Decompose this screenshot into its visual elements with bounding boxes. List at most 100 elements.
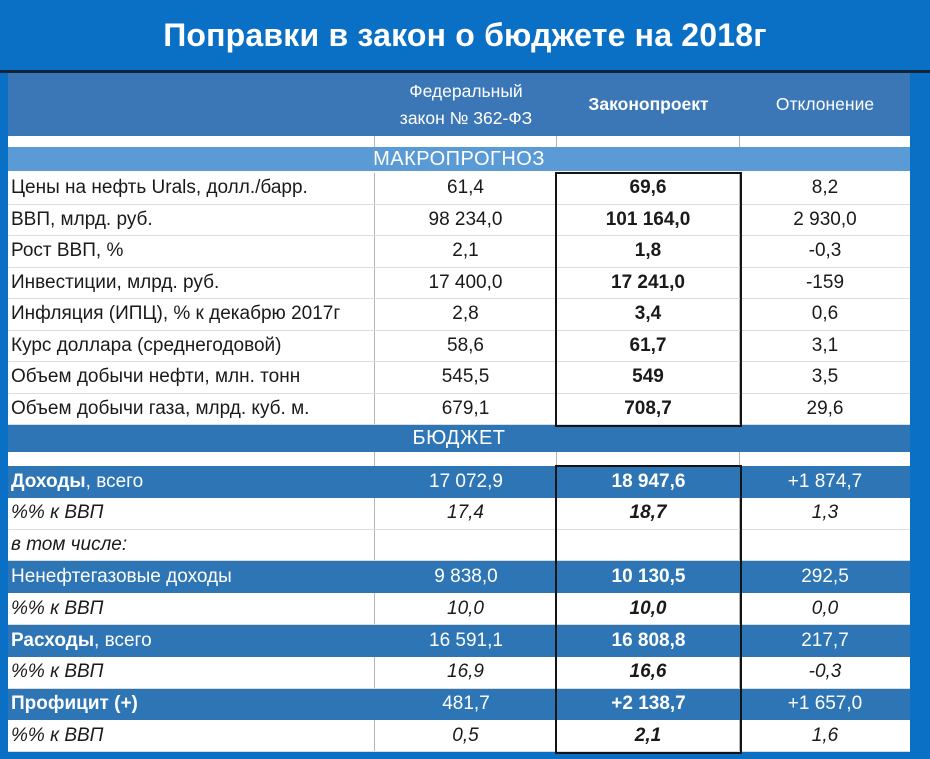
table-row-pct-gdp: %% к ВВП 16,9 16,6 -0,3 [8,656,910,689]
row-label: Объем добычи газа, млрд. куб. м. [8,393,375,424]
table-row: Инфляция (ИПЦ), % к декабрю 2017г 2,8 3,… [8,299,910,331]
value-deviation: 8,2 [811,177,839,199]
value-law: 545,5 [375,362,557,393]
table-row-surplus: Профицит (+) 481,7 +2 138,7 +1 657,0 [8,688,910,721]
value-deviation: -159 [805,271,845,293]
title-divider [0,70,930,73]
page-title: Поправки в закон о бюджете на 2018г [163,16,767,53]
row-label: Рост ВВП, % [8,236,375,267]
table-row-pct-gdp: %% к ВВП 10,0 10,0 0,0 [8,593,910,625]
value-bill: 10 130,5 [611,566,686,588]
budget-table: Федеральный закон № 362-ФЗ Законопроект … [8,73,910,753]
row-label: Объем добычи нефти, млн. тонн [8,362,375,393]
table-row: Инвестиции, млрд. руб. 17 400,0 17 241,0… [8,267,910,299]
row-label-bold: Расходы [11,629,95,651]
spacer-cell [375,452,557,466]
table-row-revenues: Доходы, всего 17 072,9 18 947,6 +1 874,7 [8,466,910,498]
value-deviation: 0,0 [811,597,839,619]
spacer-cell [740,452,910,466]
value-bill: 61,7 [557,330,740,361]
section-header-macro: МАКРОПРОГНОЗ [8,147,910,173]
row-label-rest: Ненефтегазовые доходы [11,566,232,588]
value-law: 2,1 [375,236,557,267]
value-bill: 549 [557,362,740,393]
value-deviation [740,530,910,561]
section-header-budget: БЮДЖЕТ [8,425,910,452]
value-bill: 17 241,0 [557,267,740,298]
value-deviation: 217,7 [801,629,849,651]
value-law: 17,4 [375,497,557,529]
title-bar: Поправки в закон о бюджете на 2018г [0,0,930,70]
table-row-pct-gdp: %% к ВВП 0,5 2,1 1,6 [8,720,910,753]
row-label: %% к ВВП [8,720,375,752]
header-deviation: Отклонение [775,94,875,114]
value-law: 679,1 [375,393,557,424]
right-accent-strip [910,73,930,759]
value-law: 16 591,1 [429,629,503,651]
value-law: 61,4 [375,173,557,204]
value-deviation: 3,1 [811,334,839,356]
row-label: %% к ВВП [8,656,375,688]
value-bill: +2 138,7 [611,693,686,715]
header-federal-law-line1: Федеральный [409,80,523,101]
table-row: Курс доллара (среднегодовой) 58,6 61,7 3… [8,330,910,362]
row-label: ВВП, млрд. руб. [8,204,375,235]
macro-section: Цены на нефть Urals, долл./барр. 61,4 69… [8,173,910,425]
value-bill: 18,7 [557,497,740,529]
row-label: Инвестиции, млрд. руб. [8,267,375,298]
header-empty-cell [8,73,375,136]
value-law: 98 234,0 [375,204,557,235]
row-label: в том числе: [8,529,375,561]
table-row-expenditures: Расходы, всего 16 591,1 16 808,8 217,7 [8,624,910,657]
value-bill: 708,7 [557,393,740,424]
value-law [375,529,557,561]
value-deviation: +1 657,0 [787,693,863,715]
value-bill: 16 808,8 [611,629,686,651]
value-law: 17 072,9 [429,470,503,492]
spacer-cell [375,136,557,147]
row-label: Расходы, всего [8,625,375,657]
spacer-cell [8,136,375,147]
table-row: ВВП, млрд. руб. 98 234,0 101 164,0 2 930… [8,204,910,236]
value-law: 58,6 [375,330,557,361]
row-label: Доходы, всего [8,466,375,498]
value-bill: 10,0 [557,593,740,624]
table-row: Цены на нефть Urals, долл./барр. 61,4 69… [8,173,910,205]
value-law: 17 400,0 [375,267,557,298]
value-bill: 18 947,6 [611,470,686,492]
row-label: Курс доллара (среднегодовой) [8,330,375,361]
value-bill: 101 164,0 [557,204,740,235]
table-row: Объем добычи нефти, млн. тонн 545,5 549 … [8,362,910,394]
header-federal-law: Федеральный закон № 362-ФЗ [375,73,557,136]
value-deviation: 29,6 [806,397,844,419]
header-federal-law-text: Федеральный закон № 362-ФЗ [400,78,532,132]
row-label-rest: , всего [85,470,144,492]
table-row: Рост ВВП, % 2,1 1,8 -0,3 [8,236,910,268]
value-deviation: 1,6 [811,724,839,746]
row-label: %% к ВВП [8,497,375,529]
value-law: 10,0 [375,593,557,624]
spacer-cell [8,452,375,466]
spacer-row [8,452,910,466]
row-label-bold: Доходы [11,470,86,492]
value-deviation: 3,5 [811,366,839,388]
value-law: 2,8 [375,299,557,330]
row-label-rest: , всего [94,629,152,651]
spacer-cell [557,136,740,147]
value-bill: 2,1 [557,720,740,752]
spacer-cell [557,452,740,466]
value-deviation: -0,3 [808,240,842,262]
value-bill [557,529,740,561]
value-law: 9 838,0 [434,566,498,588]
table-row: Объем добычи газа, млрд. куб. м. 679,1 7… [8,393,910,425]
value-deviation: 0,6 [811,303,839,325]
row-label: Инфляция (ИПЦ), % к декабрю 2017г [8,299,375,330]
left-accent-strip [0,73,8,759]
row-label: %% к ВВП [8,593,375,624]
budget-section: Доходы, всего 17 072,9 18 947,6 +1 874,7… [8,466,910,753]
value-bill: 69,6 [557,173,740,204]
value-deviation: 1,3 [811,502,839,524]
table-header-row: Федеральный закон № 362-ФЗ Законопроект … [8,73,910,136]
header-federal-law-line2: закон № 362-ФЗ [399,107,533,128]
